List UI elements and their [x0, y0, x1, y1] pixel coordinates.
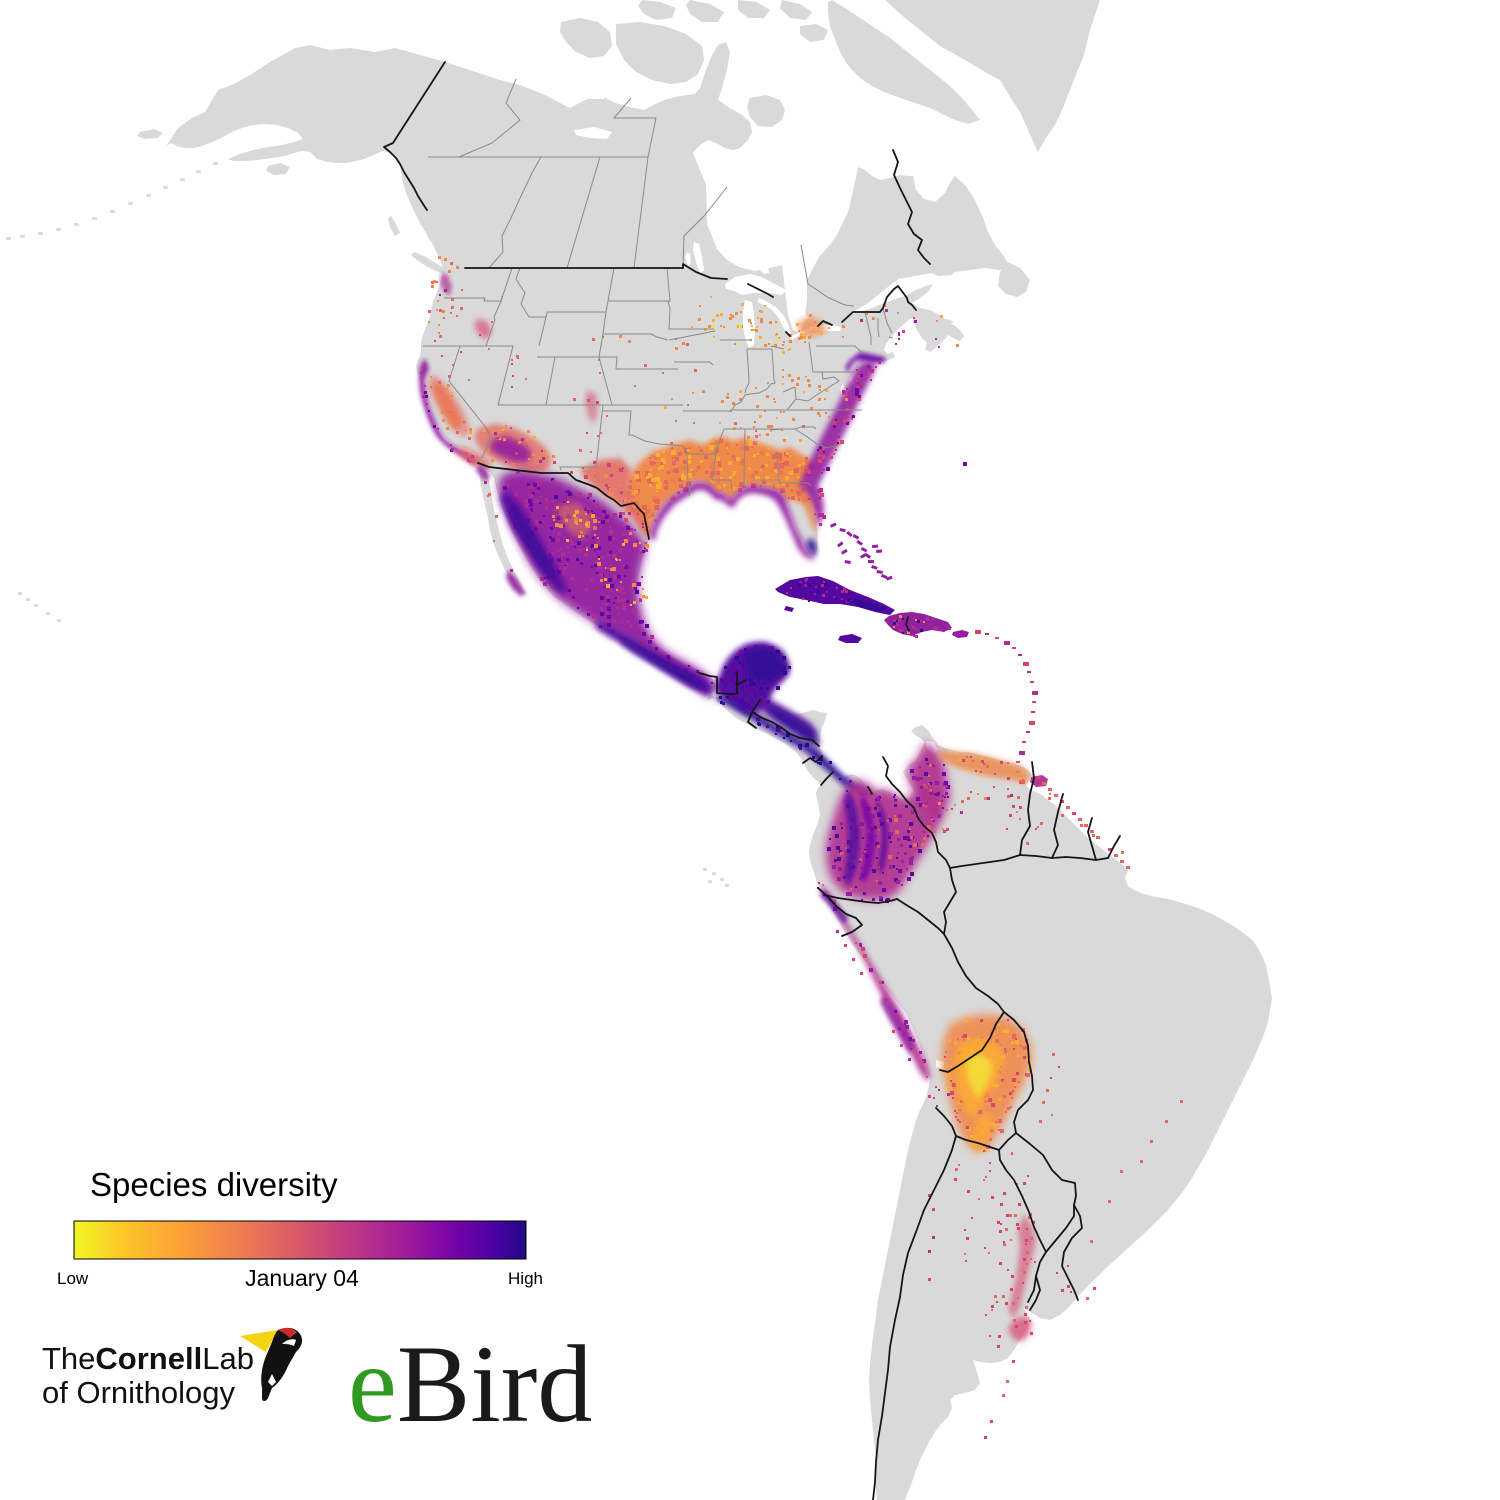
svg-text:TheCornellLab: TheCornellLab [42, 1341, 254, 1376]
svg-text:Species diversity: Species diversity [90, 1166, 338, 1203]
svg-text:of Ornithology: of Ornithology [42, 1375, 235, 1410]
svg-text:eBird: eBird [348, 1323, 592, 1445]
svg-text:Low: Low [57, 1269, 89, 1288]
svg-text:January 04: January 04 [245, 1265, 359, 1291]
svg-text:High: High [508, 1269, 543, 1288]
